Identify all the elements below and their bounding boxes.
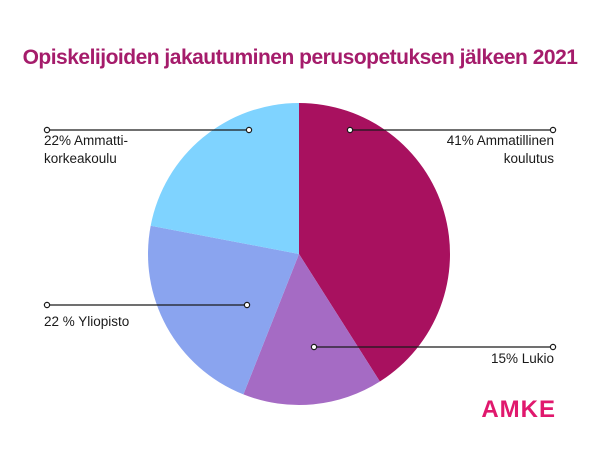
label-ammatillinen: 41% Ammatillinen koulutus <box>447 132 554 168</box>
leader-line-yliopisto <box>43 301 251 309</box>
leader-line-ammatillinen <box>346 126 557 134</box>
label-yliopisto-line1: 22 % Yliopisto <box>44 314 130 329</box>
label-ammatillinen-line2: koulutus <box>503 151 554 166</box>
leader-line-lukio <box>310 343 557 351</box>
label-amk-line1: 22% Ammatti- <box>44 133 129 148</box>
pie-slice-yliopisto <box>147 225 299 395</box>
label-lukio-line1: 15% Lukio <box>490 351 554 366</box>
pie-slice-lukio <box>243 254 380 405</box>
leader-line-amk <box>43 126 253 134</box>
label-amk: 22% Ammatti- korkeakoulu <box>44 132 128 168</box>
label-lukio: 15% Lukio <box>491 350 554 368</box>
amke-logo: AMKE <box>481 396 556 423</box>
pie-slice-ammatillinen <box>299 103 451 382</box>
label-yliopisto: 22 % Yliopisto <box>44 313 129 331</box>
label-ammatillinen-line1: 41% Ammatillinen <box>446 133 554 148</box>
label-amk-line2: korkeakoulu <box>44 151 117 166</box>
chart-title: Opiskelijoiden jakautuminen perusopetuks… <box>22 46 578 69</box>
pie-slice-amk <box>150 103 299 254</box>
